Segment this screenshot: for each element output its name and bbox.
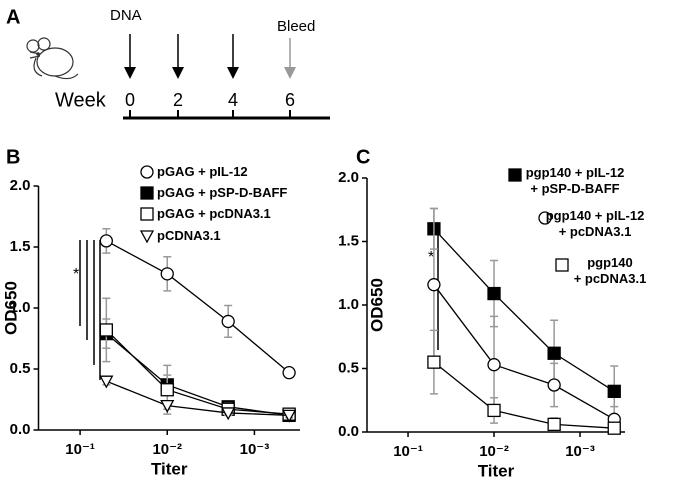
marker	[427, 278, 441, 292]
legend-label: pGAG + pIL-12	[157, 164, 248, 179]
significance-star: *	[73, 266, 79, 283]
legend-label: pCDNA3.1	[157, 228, 221, 243]
marker	[221, 407, 236, 421]
x-tick-label: 10⁻¹	[393, 443, 423, 460]
legend-label: pgp140 + pIL-12 + pcDNA3.1	[545, 208, 645, 239]
y-axis-title: OD650	[367, 278, 386, 332]
x-tick-label: 10⁻²	[152, 441, 182, 458]
series-line	[105, 329, 290, 415]
legend-marker	[140, 165, 154, 179]
marker	[427, 355, 441, 369]
legend-label: pGAG + pSP-D-BAFF	[157, 185, 288, 200]
series-line	[106, 380, 290, 417]
series-line	[106, 240, 290, 374]
y-axis-title: OD650	[1, 281, 20, 335]
significance-star: *	[428, 249, 434, 266]
x-axis-title: Titer	[478, 461, 515, 480]
week-tick-label: 0	[125, 90, 135, 110]
legend-marker	[538, 211, 552, 225]
marker	[607, 421, 621, 435]
legend-label: pgp140 + pIL-12 + pSP-D-BAFF	[525, 165, 625, 196]
y-tick-label: 0.0	[338, 423, 359, 440]
series	[427, 207, 621, 433]
marker	[160, 399, 175, 413]
x-axis-title: Titer	[151, 459, 188, 478]
legend-marker	[555, 258, 569, 272]
y-tick-label: 0.0	[10, 421, 31, 438]
x-tick-label: 10⁻³	[240, 441, 270, 458]
bleed-label: Bleed	[277, 18, 315, 35]
series-line	[433, 228, 615, 392]
marker	[607, 384, 621, 399]
dna-label: DNA	[110, 7, 142, 24]
x-tick-label: 10⁻³	[565, 443, 595, 460]
marker	[487, 286, 501, 301]
marker	[547, 417, 561, 432]
y-tick-label: 1.0	[338, 296, 359, 313]
y-tick-label: 1.0	[10, 299, 31, 316]
panel-label: C	[356, 146, 370, 168]
series	[99, 227, 296, 380]
y-tick-label: 1.5	[10, 238, 31, 255]
marker	[282, 409, 297, 423]
week-tick-label: 4	[228, 90, 238, 110]
week-tick-label: 2	[173, 90, 183, 110]
marker	[99, 323, 113, 337]
legend-marker	[508, 168, 522, 182]
series	[99, 318, 296, 423]
marker	[160, 267, 174, 281]
panel-label: B	[6, 146, 20, 168]
y-tick-label: 1.5	[338, 232, 359, 249]
series-line	[105, 333, 290, 417]
y-tick-label: 0.5	[10, 360, 31, 377]
legend-label: pGAG + pcDNA3.1	[157, 206, 271, 221]
week-tick-label: 6	[285, 90, 295, 110]
marker	[282, 366, 296, 380]
x-tick-label: 10⁻²	[479, 443, 509, 460]
week-label: Week	[55, 89, 107, 111]
y-tick-label: 0.5	[338, 359, 359, 376]
marker	[487, 358, 501, 372]
marker	[99, 234, 113, 248]
mouse-icon	[26, 37, 79, 80]
series	[99, 297, 296, 421]
y-tick-label: 2.0	[338, 169, 359, 186]
series-line	[433, 284, 615, 420]
series	[99, 375, 297, 423]
panel-label: A	[6, 6, 20, 28]
marker	[547, 346, 561, 360]
x-tick-label: 10⁻¹	[65, 441, 95, 458]
marker	[547, 378, 561, 392]
series	[427, 329, 621, 435]
legend-marker	[140, 186, 154, 200]
marker	[160, 383, 174, 397]
legend-marker	[140, 207, 154, 221]
legend-label: pgp140 + pcDNA3.1	[573, 255, 647, 286]
marker	[99, 375, 114, 389]
y-tick-label: 2.0	[10, 177, 31, 194]
marker	[221, 314, 235, 329]
series-line	[433, 361, 615, 429]
legend-marker	[139, 230, 155, 244]
marker	[487, 403, 501, 418]
